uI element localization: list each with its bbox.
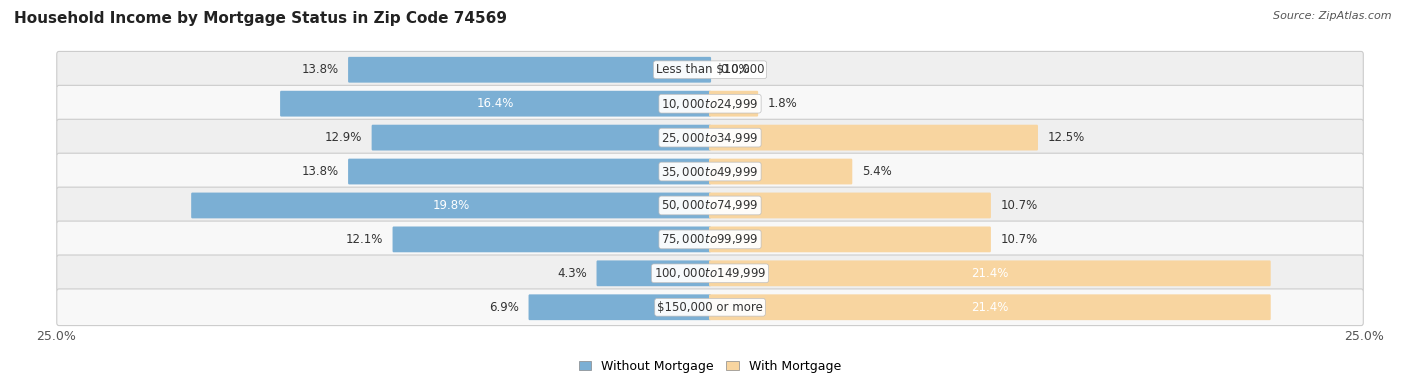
Text: 12.1%: 12.1% bbox=[346, 233, 382, 246]
Text: Less than $10,000: Less than $10,000 bbox=[655, 63, 765, 76]
FancyBboxPatch shape bbox=[349, 57, 711, 83]
FancyBboxPatch shape bbox=[56, 221, 1364, 258]
Text: $100,000 to $149,999: $100,000 to $149,999 bbox=[654, 266, 766, 280]
FancyBboxPatch shape bbox=[709, 261, 1271, 286]
FancyBboxPatch shape bbox=[709, 159, 852, 184]
Text: $150,000 or more: $150,000 or more bbox=[657, 301, 763, 314]
FancyBboxPatch shape bbox=[56, 51, 1364, 88]
Text: 21.4%: 21.4% bbox=[972, 267, 1008, 280]
FancyBboxPatch shape bbox=[56, 255, 1364, 292]
Text: $10,000 to $24,999: $10,000 to $24,999 bbox=[661, 97, 759, 111]
Text: 13.8%: 13.8% bbox=[301, 63, 339, 76]
Text: 16.4%: 16.4% bbox=[477, 97, 515, 110]
FancyBboxPatch shape bbox=[709, 227, 991, 252]
Text: 10.7%: 10.7% bbox=[1000, 233, 1038, 246]
Text: $35,000 to $49,999: $35,000 to $49,999 bbox=[661, 164, 759, 179]
Text: 6.9%: 6.9% bbox=[489, 301, 519, 314]
FancyBboxPatch shape bbox=[709, 294, 1271, 320]
FancyBboxPatch shape bbox=[709, 193, 991, 218]
FancyBboxPatch shape bbox=[709, 125, 1038, 150]
Text: 12.5%: 12.5% bbox=[1047, 131, 1084, 144]
FancyBboxPatch shape bbox=[529, 294, 711, 320]
FancyBboxPatch shape bbox=[280, 91, 711, 116]
FancyBboxPatch shape bbox=[596, 261, 711, 286]
Text: $50,000 to $74,999: $50,000 to $74,999 bbox=[661, 198, 759, 213]
Text: 10.7%: 10.7% bbox=[1000, 199, 1038, 212]
FancyBboxPatch shape bbox=[392, 227, 711, 252]
FancyBboxPatch shape bbox=[709, 91, 758, 116]
Text: 0.0%: 0.0% bbox=[720, 63, 751, 76]
FancyBboxPatch shape bbox=[56, 187, 1364, 224]
Text: 4.3%: 4.3% bbox=[557, 267, 588, 280]
Text: 12.9%: 12.9% bbox=[325, 131, 363, 144]
FancyBboxPatch shape bbox=[56, 85, 1364, 122]
Text: $25,000 to $34,999: $25,000 to $34,999 bbox=[661, 130, 759, 145]
FancyBboxPatch shape bbox=[56, 289, 1364, 326]
Legend: Without Mortgage, With Mortgage: Without Mortgage, With Mortgage bbox=[574, 355, 846, 377]
Text: 1.8%: 1.8% bbox=[768, 97, 797, 110]
Text: 5.4%: 5.4% bbox=[862, 165, 891, 178]
FancyBboxPatch shape bbox=[371, 125, 711, 150]
FancyBboxPatch shape bbox=[56, 119, 1364, 156]
FancyBboxPatch shape bbox=[349, 159, 711, 184]
Text: Household Income by Mortgage Status in Zip Code 74569: Household Income by Mortgage Status in Z… bbox=[14, 11, 508, 26]
Text: 21.4%: 21.4% bbox=[972, 301, 1008, 314]
FancyBboxPatch shape bbox=[56, 153, 1364, 190]
FancyBboxPatch shape bbox=[191, 193, 711, 218]
Text: $75,000 to $99,999: $75,000 to $99,999 bbox=[661, 232, 759, 247]
Text: 13.8%: 13.8% bbox=[301, 165, 339, 178]
Text: 19.8%: 19.8% bbox=[433, 199, 470, 212]
Text: Source: ZipAtlas.com: Source: ZipAtlas.com bbox=[1274, 11, 1392, 21]
